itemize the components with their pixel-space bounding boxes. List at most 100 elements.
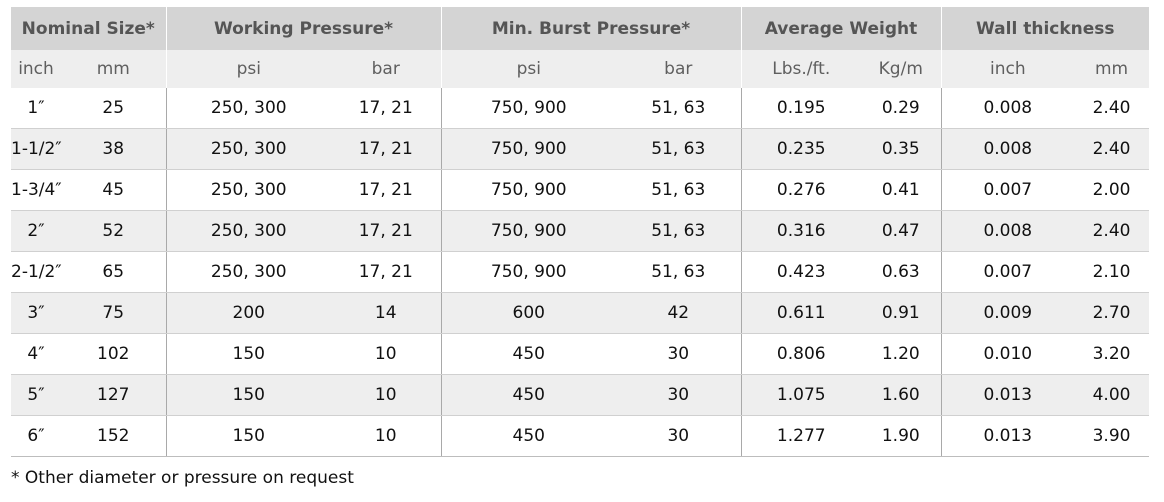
table-cell: 450 — [440, 374, 616, 416]
table-row: 2″ 52 250, 300 17, 21 750, 900 51, 63 0.316 0.4… — [11, 210, 1150, 252]
table-cell: 17, 21 — [331, 251, 441, 293]
table-cell: 4.00 — [1074, 374, 1150, 416]
table-cell: 30 — [616, 415, 742, 457]
table-cell: 45 — [61, 169, 166, 211]
group-header-row: Nominal Size* Working Pressure* Min. Burst… — [11, 7, 1150, 50]
table-cell: 250, 300 — [165, 251, 331, 293]
table-cell: 750, 900 — [440, 210, 616, 252]
table-cell: 51, 63 — [616, 128, 742, 170]
unit-header-cell: bar — [331, 50, 441, 88]
table-cell: 0.47 — [861, 210, 942, 252]
table-cell: 750, 900 — [440, 128, 616, 170]
table-cell: 2-1/2″ — [11, 251, 62, 293]
table-cell: 1.20 — [861, 333, 942, 375]
table-cell: 3″ — [11, 292, 61, 334]
group-header-cell: Average Weight — [740, 7, 942, 50]
unit-header-cell: psi — [440, 50, 616, 88]
table-row: 1″ 25 250, 300 17, 21 750, 900 51, 63 0.195 0.2… — [11, 88, 1150, 129]
table-cell: 65 — [61, 251, 166, 293]
table-cell: 2.40 — [1074, 128, 1150, 170]
unit-header-cell: inch — [940, 50, 1075, 88]
table-cell: 0.010 — [940, 333, 1075, 375]
table-cell: 750, 900 — [440, 88, 616, 129]
table-cell: 38 — [61, 128, 166, 170]
table-cell: 10 — [331, 333, 441, 375]
table-row: 3″ 75 200 14 600 42 0.611 0.91 0.009 2.70 — [11, 292, 1150, 334]
unit-header-cell: mm — [1074, 50, 1150, 88]
table-cell: 1-3/4″ — [11, 169, 62, 211]
table-cell: 0.008 — [940, 210, 1075, 252]
table-cell: 1.60 — [861, 374, 942, 416]
table-cell: 3.20 — [1074, 333, 1150, 375]
table-cell: 1.277 — [740, 415, 862, 457]
table-row: 1-1/2″ 38 250, 300 17, 21 750, 900 51, 63 0.23… — [11, 128, 1150, 170]
table-cell: 0.013 — [940, 374, 1075, 416]
table-cell: 17, 21 — [331, 88, 441, 129]
table-cell: 250, 300 — [165, 88, 331, 129]
table-cell: 0.806 — [740, 333, 862, 375]
table-cell: 52 — [61, 210, 166, 252]
table-cell: 250, 300 — [165, 128, 331, 170]
table-row: 2-1/2″ 65 250, 300 17, 21 750, 900 51, 63 0.42… — [11, 251, 1150, 293]
table-cell: 0.423 — [740, 251, 862, 293]
table-cell: 30 — [616, 374, 742, 416]
table-cell: 0.009 — [940, 292, 1075, 334]
unit-header-cell: mm — [61, 50, 166, 88]
table-cell: 102 — [61, 333, 166, 375]
table-cell: 4″ — [11, 333, 61, 375]
table-cell: 150 — [165, 415, 331, 457]
table-row: 6″ 152 150 10 450 30 1.277 1.90 0.013 3.90 — [11, 415, 1150, 457]
table-cell: 0.008 — [940, 88, 1075, 129]
table-cell: 0.007 — [940, 251, 1075, 293]
table-cell: 152 — [61, 415, 166, 457]
table-cell: 3.90 — [1074, 415, 1150, 457]
table-cell: 0.007 — [940, 169, 1075, 211]
footnote: * Other diameter or pressure on request — [11, 468, 354, 488]
table-cell: 0.91 — [861, 292, 942, 334]
unit-header-cell: Kg/m — [861, 50, 942, 88]
table-cell: 2.00 — [1074, 169, 1150, 211]
table-cell: 51, 63 — [616, 88, 742, 129]
table-cell: 0.63 — [861, 251, 942, 293]
table-cell: 150 — [165, 374, 331, 416]
table-cell: 42 — [616, 292, 742, 334]
table-row: 4″ 102 150 10 450 30 0.806 1.20 0.010 3.20 — [11, 333, 1150, 375]
table-cell: 51, 63 — [616, 169, 742, 211]
table-cell: 0.195 — [740, 88, 862, 129]
table-cell: 51, 63 — [616, 210, 742, 252]
table-cell: 750, 900 — [440, 169, 616, 211]
table-cell: 1.075 — [740, 374, 862, 416]
table-cell: 10 — [331, 374, 441, 416]
table-cell: 17, 21 — [331, 210, 441, 252]
table-cell: 450 — [440, 415, 616, 457]
group-header-cell: Wall thickness — [940, 7, 1150, 50]
table-cell: 0.008 — [940, 128, 1075, 170]
table-cell: 17, 21 — [331, 169, 441, 211]
table-cell: 250, 300 — [165, 169, 331, 211]
group-header-cell: Nominal Size* — [11, 7, 166, 50]
table-cell: 150 — [165, 333, 331, 375]
table-row: 5″ 127 150 10 450 30 1.075 1.60 0.013 4.00 — [11, 374, 1150, 416]
unit-header-cell: inch — [11, 50, 61, 88]
table-cell: 14 — [331, 292, 441, 334]
table-cell: 10 — [331, 415, 441, 457]
table-cell: 0.276 — [740, 169, 862, 211]
table-cell: 30 — [616, 333, 742, 375]
unit-header-cell: Lbs./ft. — [740, 50, 862, 88]
unit-header-cell: bar — [616, 50, 742, 88]
table-cell: 1.90 — [861, 415, 942, 457]
unit-header-cell: psi — [165, 50, 331, 88]
table-cell: 0.611 — [740, 292, 862, 334]
group-header-cell: Min. Burst Pressure* — [440, 7, 742, 50]
table-cell: 200 — [165, 292, 331, 334]
table-cell: 0.235 — [740, 128, 862, 170]
table-cell: 600 — [440, 292, 616, 334]
table-cell: 2.40 — [1074, 88, 1150, 129]
table-cell: 17, 21 — [331, 128, 441, 170]
table-cell: 6″ — [11, 415, 61, 457]
table-cell: 0.013 — [940, 415, 1075, 457]
table-cell: 2″ — [11, 210, 61, 252]
table-cell: 1″ — [11, 88, 61, 129]
table-cell: 25 — [61, 88, 166, 129]
table-cell: 2.10 — [1074, 251, 1150, 293]
